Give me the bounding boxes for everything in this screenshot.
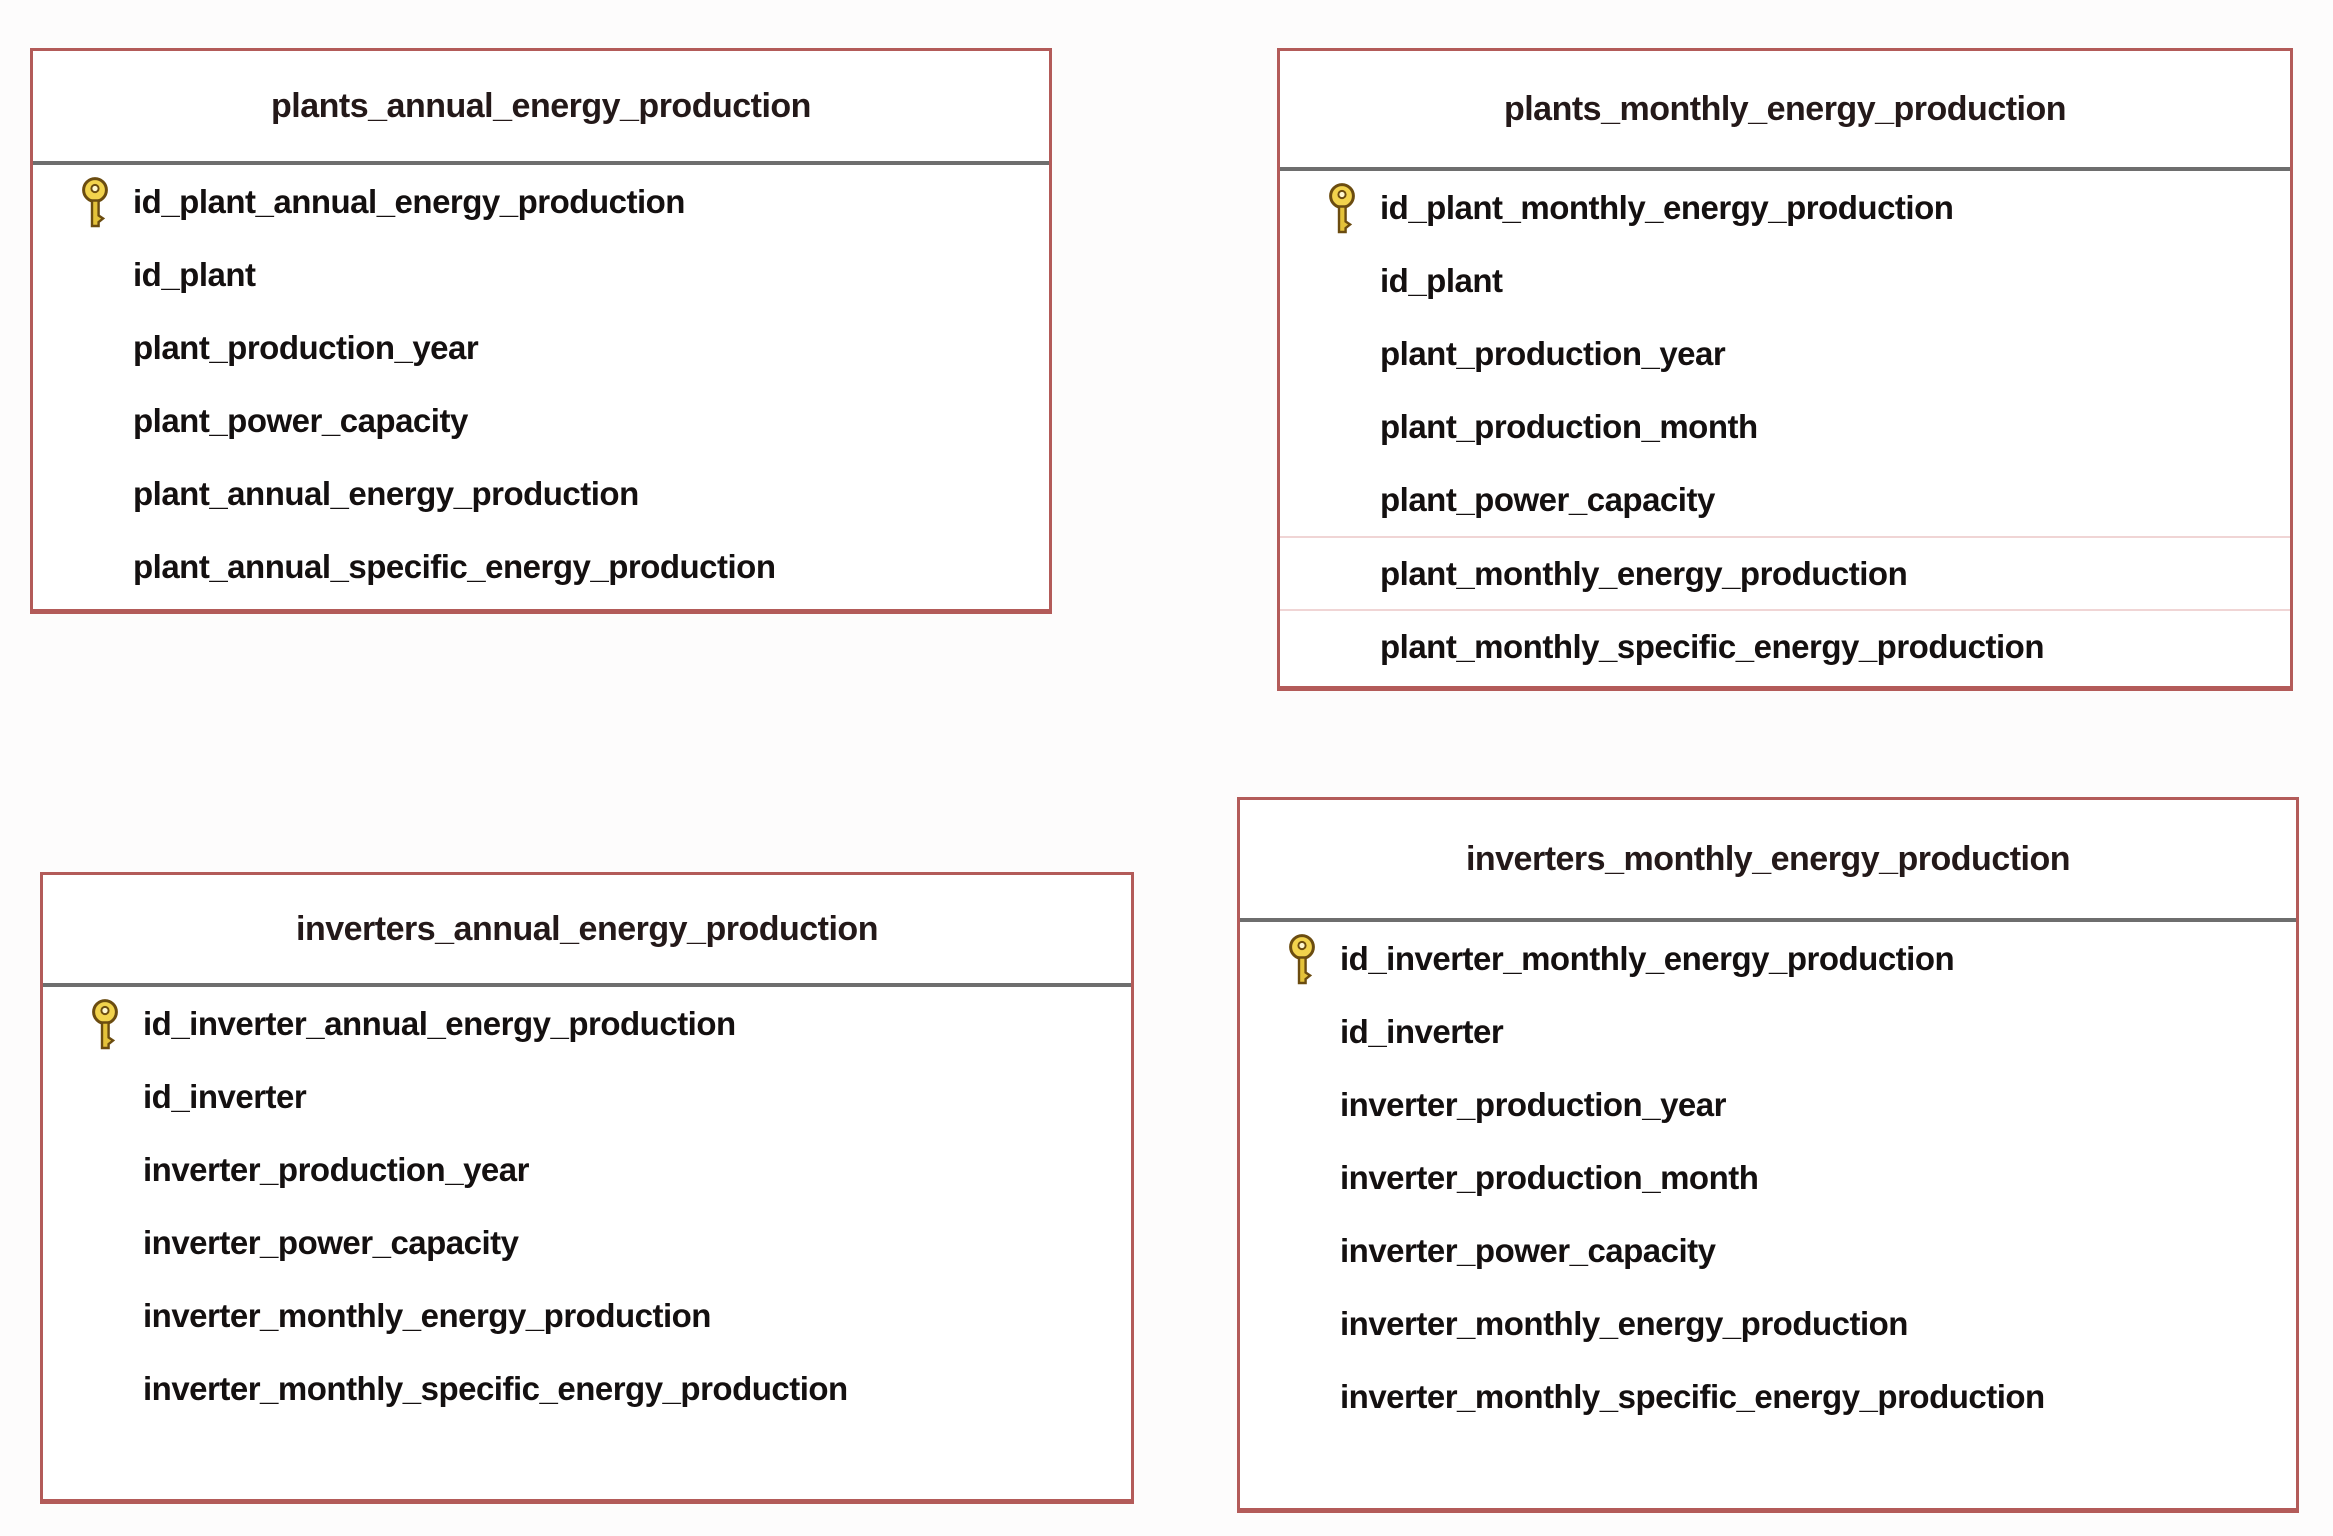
field-row[interactable]: inverter_production_month xyxy=(1240,1141,2296,1214)
field-name: inverter_monthly_energy_production xyxy=(1340,1304,1908,1342)
field-list: id_plant_monthly_energy_production id_pl… xyxy=(1280,171,2290,682)
field-name: plant_monthly_specific_energy_production xyxy=(1380,627,2044,665)
field-row[interactable]: plant_annual_specific_energy_production xyxy=(33,530,1049,603)
field-name: plant_monthly_energy_production xyxy=(1380,554,1908,592)
table-title: plants_annual_energy_production xyxy=(271,86,811,125)
table-title: inverters_annual_energy_production xyxy=(296,909,878,948)
field-name: id_inverter_monthly_energy_production xyxy=(1340,939,1955,977)
field-name: inverter_monthly_energy_production xyxy=(143,1296,711,1334)
field-row[interactable]: id_inverter_annual_energy_production xyxy=(43,987,1131,1060)
field-name: id_plant xyxy=(1380,261,1503,299)
field-name: plant_production_year xyxy=(1380,334,1726,372)
field-name: plant_power_capacity xyxy=(1380,480,1715,518)
field-name: inverter_monthly_specific_energy_product… xyxy=(143,1369,848,1407)
field-row[interactable]: inverter_power_capacity xyxy=(43,1206,1131,1279)
field-list: id_inverter_annual_energy_production id_… xyxy=(43,987,1131,1425)
field-name: inverter_production_year xyxy=(143,1150,529,1188)
title-divider xyxy=(1240,918,2296,922)
title-divider xyxy=(43,983,1131,987)
field-name: plant_annual_energy_production xyxy=(133,474,639,512)
field-name: id_inverter_annual_energy_production xyxy=(143,1004,736,1042)
field-name: inverter_monthly_specific_energy_product… xyxy=(1340,1377,2045,1415)
field-row[interactable]: id_inverter xyxy=(1240,995,2296,1068)
field-row[interactable]: inverter_monthly_specific_energy_product… xyxy=(43,1352,1131,1425)
field-row[interactable]: id_plant xyxy=(33,238,1049,311)
entity-plants-monthly-energy-production[interactable]: plants_monthly_energy_production id_plan… xyxy=(1277,48,2293,691)
field-row[interactable]: inverter_monthly_energy_production xyxy=(1240,1287,2296,1360)
field-list: id_inverter_monthly_energy_production id… xyxy=(1240,922,2296,1433)
field-row[interactable]: plant_production_month xyxy=(1280,390,2290,463)
field-row[interactable]: plant_production_year xyxy=(33,311,1049,384)
field-row[interactable]: inverter_power_capacity xyxy=(1240,1214,2296,1287)
field-name: inverter_production_month xyxy=(1340,1158,1759,1196)
field-row[interactable]: inverter_production_year xyxy=(43,1133,1131,1206)
field-row[interactable]: id_inverter xyxy=(43,1060,1131,1133)
field-row[interactable]: inverter_production_year xyxy=(1240,1068,2296,1141)
field-name: id_inverter xyxy=(1340,1012,1504,1050)
field-name: plant_annual_specific_energy_production xyxy=(133,547,776,585)
field-name: plant_production_year xyxy=(133,328,479,366)
primary-key-icon xyxy=(1284,933,1320,985)
entity-inverters-annual-energy-production[interactable]: inverters_annual_energy_production id_in… xyxy=(40,872,1134,1504)
field-name: id_inverter xyxy=(143,1077,307,1115)
field-name: id_plant_annual_energy_production xyxy=(133,182,685,220)
field-name: inverter_power_capacity xyxy=(1340,1231,1716,1269)
table-title: inverters_monthly_energy_production xyxy=(1465,839,2071,878)
field-row[interactable]: id_plant_annual_energy_production xyxy=(33,165,1049,238)
field-name: id_plant xyxy=(133,255,256,293)
primary-key-icon xyxy=(77,176,113,228)
field-row[interactable]: id_plant xyxy=(1280,244,2290,317)
field-name: plant_production_month xyxy=(1380,407,1758,445)
field-row[interactable]: id_inverter_monthly_energy_production xyxy=(1240,922,2296,995)
primary-key-icon xyxy=(1324,182,1360,234)
field-row[interactable]: plant_power_capacity xyxy=(1280,463,2290,536)
table-title: plants_monthly_energy_production xyxy=(1503,89,2067,128)
field-name: plant_power_capacity xyxy=(133,401,468,439)
field-name: id_plant_monthly_energy_production xyxy=(1380,188,1954,226)
title-divider xyxy=(1280,167,2290,171)
field-row[interactable]: plant_power_capacity xyxy=(33,384,1049,457)
field-row[interactable]: plant_monthly_energy_production xyxy=(1280,536,2290,609)
field-row[interactable]: inverter_monthly_energy_production xyxy=(43,1279,1131,1352)
entity-inverters-monthly-energy-production[interactable]: inverters_monthly_energy_production id_i… xyxy=(1237,797,2299,1513)
title-divider xyxy=(33,161,1049,165)
field-row[interactable]: plant_production_year xyxy=(1280,317,2290,390)
field-row[interactable]: plant_monthly_specific_energy_production xyxy=(1280,609,2290,682)
field-name: inverter_production_year xyxy=(1340,1085,1726,1123)
field-list: id_plant_annual_energy_production id_pla… xyxy=(33,165,1049,603)
entity-plants-annual-energy-production[interactable]: plants_annual_energy_production id_plant… xyxy=(30,48,1052,614)
field-row[interactable]: inverter_monthly_specific_energy_product… xyxy=(1240,1360,2296,1433)
field-row[interactable]: id_plant_monthly_energy_production xyxy=(1280,171,2290,244)
field-name: inverter_power_capacity xyxy=(143,1223,519,1261)
primary-key-icon xyxy=(87,998,123,1050)
field-row[interactable]: plant_annual_energy_production xyxy=(33,457,1049,530)
